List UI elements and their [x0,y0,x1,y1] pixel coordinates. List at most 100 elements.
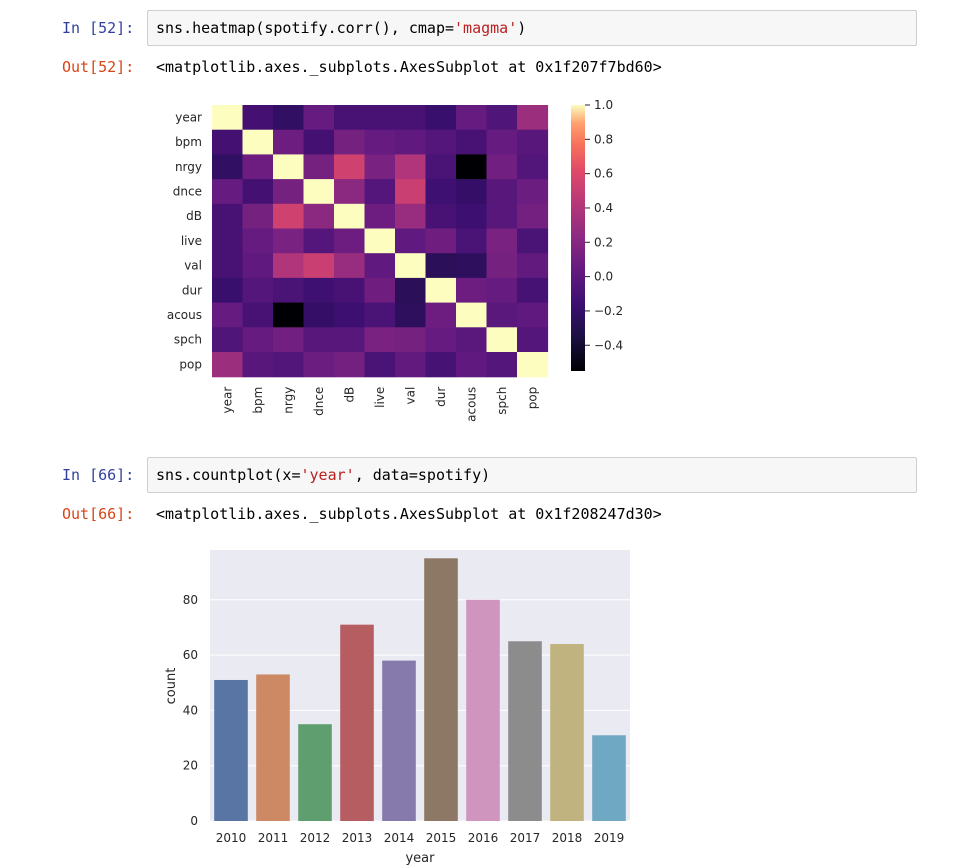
heatmap-cell [425,253,457,279]
heatmap-cell [334,203,366,230]
heatmap-column-labels: year bpm nrgy dnce dB live val dur acous spch pop [220,387,539,422]
heatmap-cell [303,129,335,155]
heatmap-cell [364,253,396,279]
heatmap-column-label: dnce [312,387,326,416]
x-tick-label: 2012 [300,831,331,845]
heatmap-cell [212,253,244,279]
heatmap-cell [273,327,305,353]
heatmap-cell [486,253,518,279]
heatmap-cell [273,129,305,155]
heatmap-cell [303,277,335,304]
heatmap-row-label: pop [179,357,202,371]
heatmap-cell [334,352,366,378]
y-tick-label: 60 [183,648,198,662]
heatmap-cell [273,352,305,378]
heatmap-cell [242,105,274,131]
bar [382,660,416,821]
heatmap-column-label: spch [495,387,509,415]
code-text: sns.countplot(x= [156,466,301,484]
x-tick-label: 2011 [258,831,289,845]
heatmap-cell [242,352,274,378]
heatmap-cell [303,352,335,378]
heatmap-cell [334,129,366,155]
colorbar-tick-label: 0.4 [594,201,613,215]
heatmap-cell [212,228,244,254]
heatmap-cell [303,327,335,353]
bar [298,724,332,821]
heatmap-cell [486,228,518,254]
colorbar-tick-label: −0.4 [594,338,623,352]
heatmap-cell [242,154,274,180]
heatmap-cell [456,179,488,205]
heatmap-cell [425,228,457,254]
heatmap-row-label: dB [186,209,202,223]
heatmap-cell [273,154,305,180]
heatmap-column-label: year [220,387,234,414]
bars [214,558,626,821]
heatmap-cell [425,352,457,378]
colorbar-ticks: 1.0 0.8 0.6 0.4 0.2 0.0 −0.2 −0.4 [585,98,623,352]
heatmap-cell [273,105,305,131]
colorbar-tick-label: 0.0 [594,270,613,284]
heatmap-cell [486,203,518,230]
heatmap-row-label: year [175,110,202,124]
bar [550,644,584,821]
heatmap-cell [364,302,396,328]
heatmap-column-label: nrgy [281,387,295,414]
heatmap-cell [242,253,274,279]
heatmap-cell [273,253,305,279]
heatmap-cell [242,277,274,304]
heatmap-row-label: dur [182,283,202,297]
heatmap-cell [395,105,427,131]
x-tick-label: 2014 [384,831,415,845]
heatmap-cell [517,327,549,353]
heatmap-cell [212,302,244,328]
heatmap-cell [456,302,488,328]
heatmap-cell [486,352,518,378]
heatmap-cell [303,253,335,279]
code-string: 'magma' [454,19,518,37]
heatmap-cell [425,105,457,131]
heatmap-cell [212,179,244,205]
code-text: ) [517,19,527,37]
heatmap-cell [364,129,396,155]
heatmap-cell [486,302,518,328]
heatmap-cell [456,253,488,279]
output-prompt-52: Out[52]: [62,58,135,76]
heatmap-cell [303,154,335,180]
y-axis-label: count [164,668,179,705]
heatmap-column-label: bpm [251,387,265,414]
heatmap-cell [395,302,427,328]
heatmap-cell [395,327,427,353]
heatmap-cell [395,228,427,254]
y-tick-labels: 0 20 40 60 80 [183,593,198,828]
heatmap-cell [425,129,457,155]
heatmap-cell [273,179,305,205]
heatmap-cell [364,203,396,230]
bar [466,599,500,821]
heatmap-cell [212,154,244,180]
code-cell-countplot[interactable]: sns.countplot(x='year', data=spotify) [147,457,917,493]
heatmap-row-label: bpm [175,135,202,149]
heatmap-cell [395,129,427,155]
heatmap-cell [303,105,335,131]
heatmap-cell [212,129,244,155]
heatmap-cell [486,277,518,304]
input-prompt-52: In [52]: [62,19,135,37]
heatmap-cell [334,228,366,254]
heatmap-cell [212,352,244,378]
code-cell-heatmap[interactable]: sns.heatmap(spotify.corr(), cmap='magma'… [147,10,917,46]
heatmap-cell [456,129,488,155]
heatmap-cell [212,105,244,131]
heatmap-cell [364,154,396,180]
bar [508,641,542,821]
heatmap-cell [456,154,488,180]
heatmap-cell [395,179,427,205]
heatmap-cell [425,302,457,328]
heatmap-cell [456,105,488,131]
heatmap-row-label: val [184,259,202,273]
heatmap-cell [517,154,549,180]
heatmap-cell [212,327,244,353]
x-tick-label: 2015 [426,831,457,845]
